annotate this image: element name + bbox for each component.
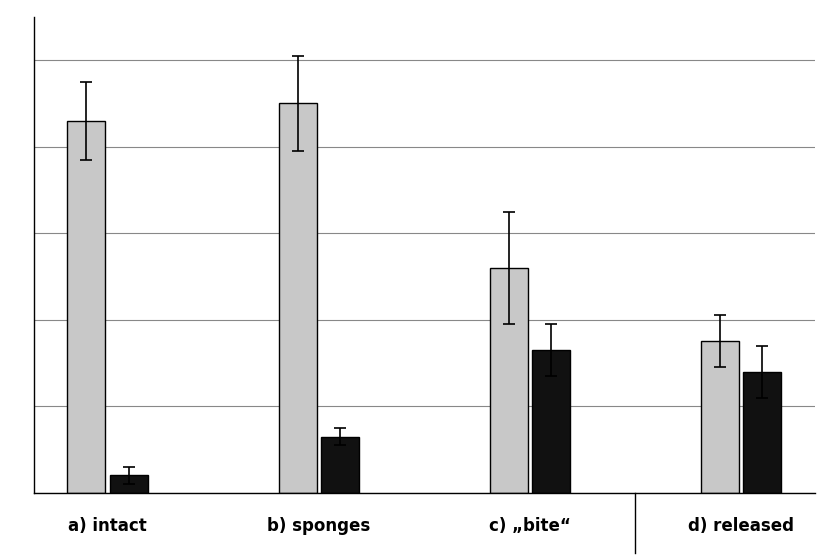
Text: a) intact: a) intact	[68, 516, 147, 535]
Text: d) released: d) released	[688, 516, 794, 535]
Bar	[532, 350, 570, 493]
Bar	[109, 475, 148, 493]
Bar	[67, 120, 105, 493]
Bar	[701, 342, 739, 493]
Bar	[279, 104, 317, 493]
Bar	[321, 437, 359, 493]
Bar	[743, 372, 781, 493]
Text: c) „bite“: c) „bite“	[489, 516, 570, 535]
Bar	[490, 268, 528, 493]
Text: b) sponges: b) sponges	[267, 516, 370, 535]
